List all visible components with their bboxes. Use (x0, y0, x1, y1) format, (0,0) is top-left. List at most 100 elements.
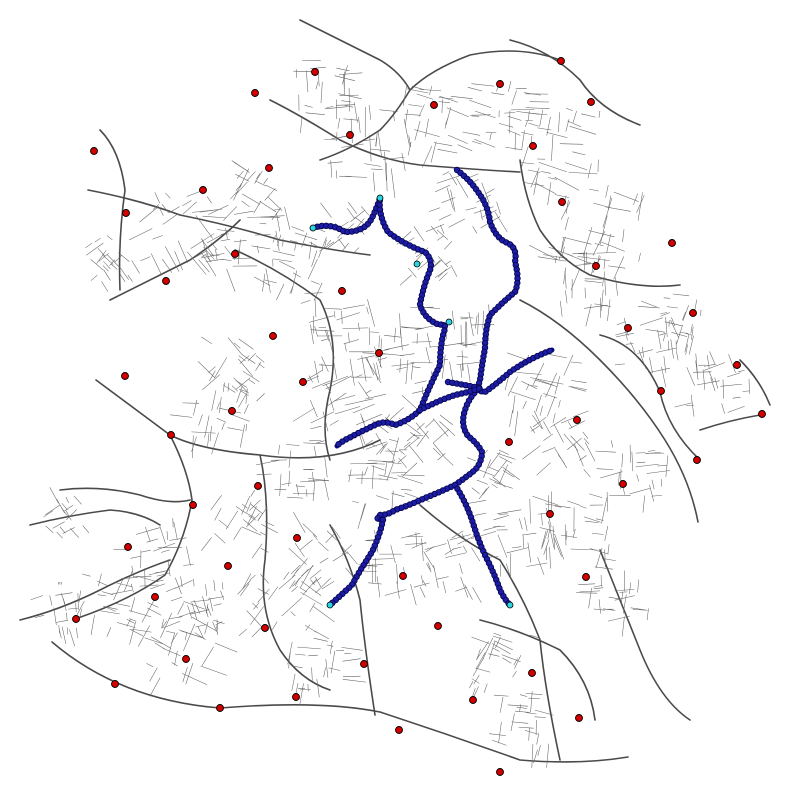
poi-marker[interactable] (619, 480, 627, 488)
poi-marker[interactable] (224, 562, 232, 570)
poi-marker[interactable] (430, 101, 438, 109)
street-segment (136, 527, 160, 535)
poi-marker[interactable] (573, 416, 581, 424)
poi-marker[interactable] (72, 615, 80, 623)
poi-marker[interactable] (360, 660, 368, 668)
poi-marker[interactable] (558, 198, 566, 206)
poi-marker[interactable] (216, 704, 224, 712)
street-segment (376, 443, 386, 455)
street-segment (481, 182, 490, 204)
street-segment (216, 402, 220, 410)
poi-marker[interactable] (151, 593, 159, 601)
poi-marker[interactable] (124, 543, 132, 551)
street-segment (49, 595, 53, 606)
poi-marker[interactable] (189, 501, 197, 509)
poi-marker[interactable] (90, 147, 98, 155)
poi-marker[interactable] (657, 387, 665, 395)
route-endpoints[interactable] (309, 194, 514, 609)
poi-marker[interactable] (338, 287, 346, 295)
poi-marker[interactable] (529, 142, 537, 150)
street-segment (312, 480, 316, 501)
poi-marker[interactable] (167, 431, 175, 439)
route-endpoint-marker[interactable] (506, 601, 514, 609)
street-segment (565, 199, 569, 214)
poi-marker[interactable] (311, 68, 319, 76)
poi-marker[interactable] (528, 669, 536, 677)
street-segment (472, 657, 484, 677)
street-segment (521, 132, 534, 136)
poi-marker[interactable] (505, 438, 513, 446)
poi-marker[interactable] (251, 89, 259, 97)
street-segment (106, 235, 113, 240)
poi-marker[interactable] (121, 372, 129, 380)
street-segment (102, 265, 109, 272)
poi-marker[interactable] (496, 768, 504, 776)
street-segment (382, 461, 402, 465)
poi-marker[interactable] (399, 572, 407, 580)
street-segment (170, 596, 183, 602)
poi-markers[interactable] (72, 57, 766, 776)
street-segment (198, 259, 210, 273)
poi-marker[interactable] (346, 131, 354, 139)
street-segment (151, 636, 172, 649)
poi-marker[interactable] (122, 209, 130, 217)
poi-marker[interactable] (228, 407, 236, 415)
street-segment (160, 612, 172, 639)
route-endpoint-marker[interactable] (413, 260, 421, 268)
street-segment (377, 357, 387, 361)
route-endpoint-marker[interactable] (445, 318, 453, 326)
poi-marker[interactable] (265, 164, 273, 172)
poi-marker[interactable] (575, 714, 583, 722)
poi-marker[interactable] (111, 680, 119, 688)
poi-marker[interactable] (434, 622, 442, 630)
poi-marker[interactable] (582, 573, 590, 581)
poi-marker[interactable] (199, 186, 207, 194)
poi-marker[interactable] (592, 262, 600, 270)
poi-marker[interactable] (375, 349, 383, 357)
street-segment (532, 415, 543, 429)
street-segment (382, 157, 405, 160)
street-segment (299, 689, 311, 691)
route-endpoint-marker[interactable] (309, 224, 317, 232)
poi-marker[interactable] (689, 309, 697, 317)
poi-marker[interactable] (182, 655, 190, 663)
poi-marker[interactable] (557, 57, 565, 65)
poi-marker[interactable] (469, 696, 477, 704)
poi-marker[interactable] (299, 378, 307, 386)
street-segment (293, 511, 306, 533)
poi-marker[interactable] (624, 324, 632, 332)
street-segment (433, 443, 444, 456)
street-segment (312, 577, 322, 585)
poi-marker[interactable] (231, 250, 239, 258)
poi-marker[interactable] (395, 726, 403, 734)
poi-marker[interactable] (587, 98, 595, 106)
street-segment (242, 573, 252, 590)
street-segment (534, 379, 554, 386)
street-segment (525, 120, 528, 127)
street-segment (159, 526, 166, 545)
street-segment (415, 325, 435, 331)
poi-marker[interactable] (693, 456, 701, 464)
street-segment (469, 99, 492, 108)
poi-marker[interactable] (261, 624, 269, 632)
street-segment (190, 599, 210, 603)
poi-marker[interactable] (733, 361, 741, 369)
poi-marker[interactable] (162, 277, 170, 285)
street-segment (441, 99, 443, 114)
poi-marker[interactable] (758, 410, 766, 418)
street-segment (219, 396, 222, 414)
poi-marker[interactable] (496, 80, 504, 88)
poi-marker[interactable] (269, 332, 277, 340)
route-endpoint-marker[interactable] (376, 194, 384, 202)
street-segment (722, 379, 724, 399)
street-segment (332, 355, 337, 379)
poi-marker[interactable] (254, 482, 262, 490)
poi-marker[interactable] (546, 510, 554, 518)
poi-marker[interactable] (668, 239, 676, 247)
poi-marker[interactable] (293, 534, 301, 542)
street-segment (56, 498, 65, 514)
poi-marker[interactable] (292, 693, 300, 701)
route-endpoint-marker[interactable] (326, 601, 334, 609)
